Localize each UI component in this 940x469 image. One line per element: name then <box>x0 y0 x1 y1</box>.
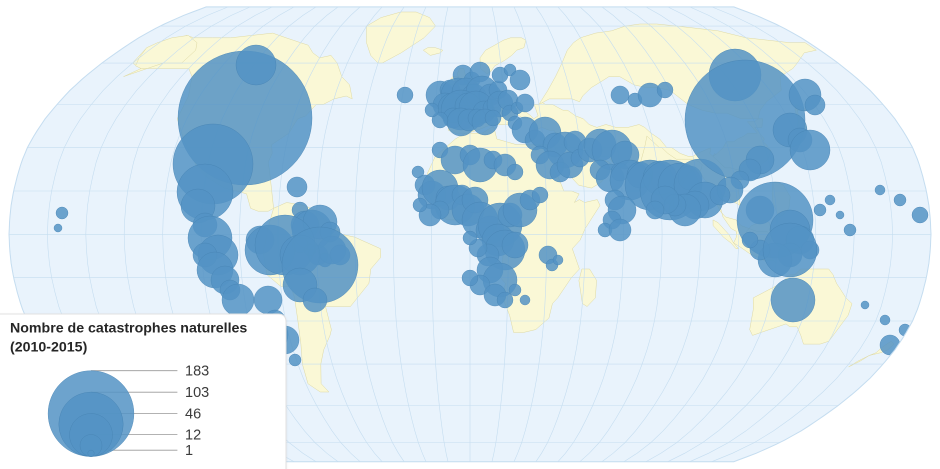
svg-text:103: 103 <box>185 385 209 401</box>
svg-text:1: 1 <box>185 443 193 459</box>
svg-text:183: 183 <box>185 364 209 380</box>
svg-text:12: 12 <box>185 428 201 444</box>
svg-text:(2010-2015): (2010-2015) <box>10 340 88 356</box>
svg-text:Nombre de catastrophes naturel: Nombre de catastrophes naturelles <box>10 321 247 337</box>
svg-text:46: 46 <box>185 407 201 423</box>
